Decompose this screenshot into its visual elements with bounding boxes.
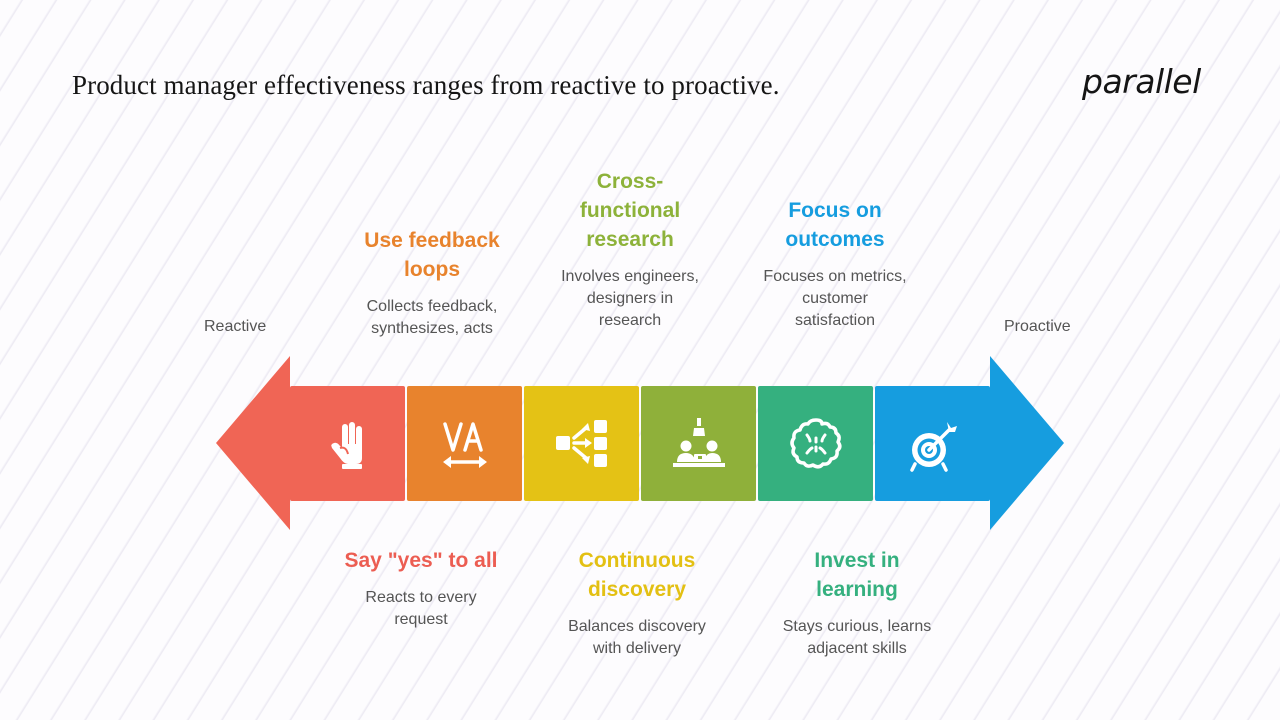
segment-feedback-loops [407, 386, 522, 501]
stage-title: Invest in learning [814, 549, 900, 601]
stage-description: Involves engineers, designers in researc… [561, 268, 699, 329]
stage-title: Use feedback loops [364, 229, 500, 281]
page-title: Product manager effectiveness ranges fro… [72, 70, 780, 100]
brain-gear-icon [789, 417, 841, 468]
stage-description: Balances discovery with delivery [568, 618, 706, 657]
parallel-logo: parallel [1082, 62, 1201, 101]
stage-focus-outcomes: Focus on outcomes Focuses on metrics, cu… [745, 196, 925, 332]
hand-stop-icon [330, 421, 362, 469]
stage-title: Say "yes" to all [344, 549, 498, 572]
stage-description: Focuses on metrics, customer satisfactio… [763, 268, 907, 329]
segment-focus-outcomes [875, 386, 990, 501]
stage-continuous-discovery: Continuous discovery Balances discovery … [547, 546, 727, 660]
stage-description: Reacts to every request [365, 589, 477, 628]
segment-say-yes [290, 386, 405, 501]
spectrum-bar [290, 386, 990, 501]
target-arrow-icon [909, 421, 957, 472]
stage-feedback-loops: Use feedback loops Collects feedback, sy… [342, 226, 522, 340]
team-meeting-icon [672, 417, 725, 467]
stage-title: Focus on outcomes [785, 199, 885, 251]
stage-title: Continuous discovery [578, 549, 696, 601]
stage-cross-functional: Cross- functional research Involves engi… [540, 167, 720, 332]
proactive-label: Proactive [1004, 318, 1071, 335]
flow-branch-icon [555, 419, 607, 467]
reactive-label: Reactive [204, 318, 267, 335]
text-width-icon [442, 421, 487, 468]
stage-invest-learning: Invest in learning Stays curious, learns… [765, 546, 949, 660]
right-arrowhead [990, 356, 1064, 530]
stage-title: Cross- functional research [579, 170, 681, 251]
segment-invest-learning [758, 386, 873, 501]
stage-description: Collects feedback, synthesizes, acts [366, 298, 498, 337]
segment-continuous-discovery [524, 386, 639, 501]
left-arrowhead [216, 356, 290, 530]
stage-description: Stays curious, learns adjacent skills [782, 618, 932, 657]
stage-say-yes: Say "yes" to all Reacts to every request [331, 546, 511, 631]
segment-cross-functional [641, 386, 756, 501]
